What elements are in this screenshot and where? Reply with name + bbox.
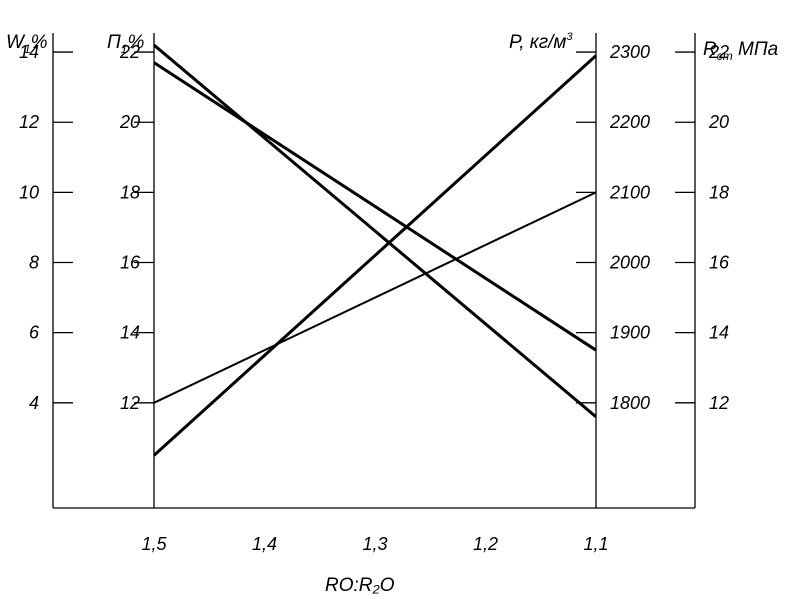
rho-tick-label-4: 2200	[609, 112, 650, 132]
series-line-r	[153, 191, 597, 404]
rho-tick-label-2: 2000	[609, 253, 650, 273]
w-axis-title: W1%	[6, 32, 48, 56]
p_por-tick-label-3: 18	[120, 182, 140, 202]
r-tick-label-2: 16	[709, 253, 730, 273]
series-line-p_por	[153, 61, 597, 352]
p_por-tick-label-4: 20	[119, 112, 140, 132]
rho-axis-title: P, кг/м3	[509, 31, 573, 53]
ticks-layer: 4 6 8 10 12 14 12 14 16 18 20 22 1800 1900 2000 2100 220…	[19, 42, 730, 554]
series-line-w	[153, 43, 597, 418]
rho-tick-label-1: 1900	[610, 323, 650, 343]
x-axis-title: RO:R₂O	[325, 575, 395, 596]
rho-tick-label-0: 1800	[610, 393, 650, 413]
p_por-tick-label-1: 14	[120, 323, 140, 343]
w-tick-label-2: 8	[29, 253, 39, 273]
p_por-tick-label-0: 12	[120, 393, 140, 413]
r-tick-label-0: 12	[709, 393, 729, 413]
w-tick-label-3: 10	[19, 182, 39, 202]
w-tick-label-4: 12	[19, 112, 39, 132]
r-tick-label-1: 14	[709, 323, 729, 343]
x-tick-label-3: 1,2	[473, 534, 498, 554]
rho-tick-label-5: 2300	[609, 42, 650, 62]
x-tick-label-0: 1,5	[141, 534, 167, 554]
p_por-tick-label-5: 22	[119, 42, 140, 62]
r-tick-label-5: 22	[708, 42, 729, 62]
x-tick-label-2: 1,3	[362, 534, 387, 554]
w-tick-label-0: 4	[29, 393, 39, 413]
x-tick-label-4: 1,1	[583, 534, 608, 554]
series-line-rho	[152, 54, 598, 457]
series-layer	[152, 43, 598, 457]
r-tick-label-3: 18	[709, 182, 729, 202]
p_por-tick-label-2: 16	[120, 253, 141, 273]
rho-tick-label-3: 2100	[609, 182, 650, 202]
w-tick-label-1: 6	[29, 323, 40, 343]
x-tick-label-1: 1,4	[252, 534, 277, 554]
r-tick-label-4: 20	[708, 112, 729, 132]
axes-frame	[52, 33, 696, 509]
p-axis-title: П1%	[107, 32, 144, 56]
w-tick-label-5: 14	[19, 42, 39, 62]
r-axis-title: Rст МПа	[703, 39, 778, 63]
